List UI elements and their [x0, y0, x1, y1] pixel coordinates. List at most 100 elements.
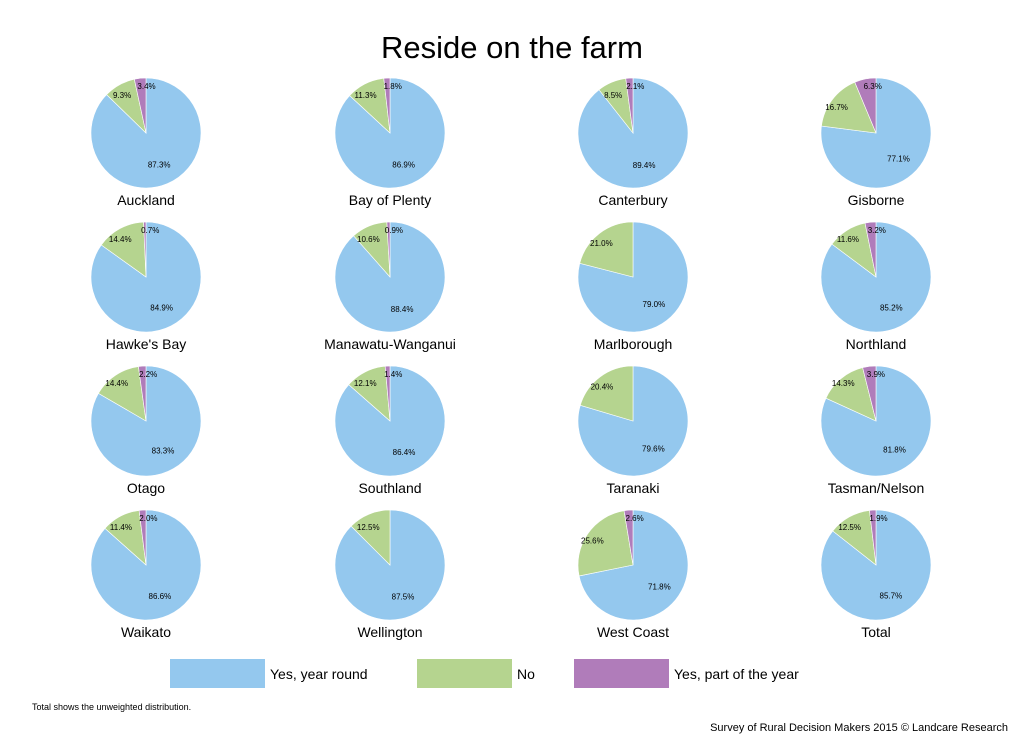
pie-name-wellington: Wellington — [357, 624, 422, 640]
pie-data-label-otago-yes-part-of-the-year: 2.2% — [139, 370, 157, 379]
pie-waikato: 86.6% 11.4% 2.0% Waikato — [90, 509, 202, 640]
pie-slice-wellington-no — [350, 509, 391, 566]
pie-slice-auckland-yes-part-of-the-year — [133, 77, 147, 134]
footnote: Total shows the unweighted distribution. — [32, 702, 192, 712]
pie-data-label-marlborough-no: 21.0% — [590, 239, 613, 248]
pie-data-label-manawatu-wanganui-no: 10.6% — [357, 235, 380, 244]
source-credit: Survey of Rural Decision Makers 2015 © L… — [710, 722, 1008, 734]
pie-name-southland: Southland — [358, 480, 421, 496]
pie-data-label-manawatu-wanganui-yes-part-of-the-year: 0.9% — [385, 226, 403, 235]
pie-slice-west-coast-yes-year-round — [578, 509, 689, 621]
pie-bay-of-plenty: 86.9% 11.3% 1.8% Bay of Plenty — [334, 77, 446, 208]
pie-slice-west-coast-yes-part-of-the-year — [623, 509, 634, 566]
pie-data-label-northland-yes-year-round: 85.2% — [880, 304, 903, 313]
pie-data-label-northland-yes-part-of-the-year: 3.2% — [868, 226, 886, 235]
pie-marlborough: 79.0% 21.0% Marlborough — [577, 221, 689, 352]
pie-data-label-auckland-yes-year-round: 87.3% — [148, 160, 171, 169]
pie-auckland: 87.3% 9.3% 3.4% Auckland — [90, 77, 202, 208]
pie-name-waikato: Waikato — [121, 624, 171, 640]
pie-slice-otago-no — [98, 366, 147, 422]
pie-name-total: Total — [861, 624, 891, 640]
pie-data-label-bay-of-plenty-no: 11.3% — [355, 91, 377, 100]
pie-wellington: 87.5% 12.5% Wellington — [334, 509, 446, 640]
pie-name-bay-of-plenty: Bay of Plenty — [349, 192, 432, 208]
pie-canterbury: 89.4% 8.5% 2.1% Canterbury — [577, 77, 689, 208]
pie-gisborne: 77.1% 16.7% 6.3% Gisborne — [820, 77, 932, 208]
pie-slice-marlborough-no — [579, 221, 634, 278]
pie-data-label-total-no: 12.5% — [838, 523, 861, 532]
legend-label-no: No — [517, 666, 535, 682]
pie-data-label-west-coast-no: 25.6% — [581, 537, 604, 546]
pie-data-label-hawke-s-bay-yes-year-round: 84.9% — [150, 303, 173, 312]
pie-data-label-tasman-nelson-yes-part-of-the-year: 3.9% — [867, 370, 885, 379]
pie-slice-canterbury-yes-part-of-the-year — [625, 77, 634, 134]
pie-data-label-canterbury-yes-year-round: 89.4% — [633, 161, 656, 170]
pie-manawatu-wanganui: 88.4% 10.6% 0.9% Manawatu-Wanganui — [324, 221, 456, 352]
pie-data-label-hawke-s-bay-yes-part-of-the-year: 0.7% — [141, 226, 159, 235]
pie-data-label-otago-no: 14.4% — [105, 379, 128, 388]
pie-slice-hawke-s-bay-yes-part-of-the-year — [143, 221, 147, 278]
pie-data-label-hawke-s-bay-no: 14.4% — [109, 235, 132, 244]
pie-data-label-total-yes-year-round: 85.7% — [880, 592, 903, 601]
pie-name-canterbury: Canterbury — [598, 192, 667, 208]
legend-label-yes-part-of-the-year: Yes, part of the year — [674, 666, 799, 682]
legend-label-yes-year-round: Yes, year round — [270, 666, 368, 682]
pie-data-label-canterbury-no: 8.5% — [604, 91, 622, 100]
pie-slice-gisborne-no — [821, 81, 877, 134]
legend-swatch-no — [417, 659, 512, 688]
pie-slice-gisborne-yes-part-of-the-year — [854, 77, 877, 134]
pie-data-label-total-yes-part-of-the-year: 1.9% — [869, 514, 887, 523]
pie-southland: 86.4% 12.1% 1.4% Southland — [334, 365, 446, 496]
pie-tasman-nelson: 81.8% 14.3% 3.9% Tasman/Nelson — [820, 365, 932, 496]
pie-data-label-wellington-no: 12.5% — [357, 523, 380, 532]
pie-name-west-coast: West Coast — [597, 624, 669, 640]
pie-hawke-s-bay: 84.9% 14.4% 0.7% Hawke's Bay — [90, 221, 202, 352]
pie-data-label-gisborne-yes-year-round: 77.1% — [887, 155, 910, 164]
pie-data-label-southland-no: 12.1% — [354, 379, 377, 388]
pie-data-label-auckland-yes-part-of-the-year: 3.4% — [137, 82, 155, 91]
pie-slice-bay-of-plenty-yes-part-of-the-year — [383, 77, 391, 134]
pie-name-marlborough: Marlborough — [594, 336, 673, 352]
pie-data-label-bay-of-plenty-yes-part-of-the-year: 1.8% — [384, 82, 402, 91]
pie-data-label-waikato-yes-part-of-the-year: 2.0% — [139, 514, 157, 523]
pie-slice-hawke-s-bay-no — [100, 221, 147, 278]
pie-slice-total-yes-part-of-the-year — [869, 509, 877, 566]
pie-slice-west-coast-no — [577, 510, 634, 577]
pie-data-label-canterbury-yes-part-of-the-year: 2.1% — [626, 82, 644, 91]
pie-data-label-taranaki-no: 20.4% — [591, 383, 614, 392]
pie-data-label-bay-of-plenty-yes-year-round: 86.9% — [392, 160, 415, 169]
pie-slice-northland-yes-part-of-the-year — [864, 221, 877, 278]
pie-data-label-west-coast-yes-year-round: 71.8% — [648, 583, 671, 592]
pie-data-label-gisborne-no: 16.7% — [825, 103, 848, 112]
chart-title: Reside on the farm — [381, 30, 643, 65]
pie-data-label-waikato-no: 11.4% — [110, 523, 132, 532]
pie-data-label-gisborne-yes-part-of-the-year: 6.3% — [864, 82, 882, 91]
pie-northland: 85.2% 11.6% 3.2% Northland — [820, 221, 932, 352]
pie-slice-tasman-nelson-yes-part-of-the-year — [862, 365, 877, 422]
pie-data-label-west-coast-yes-part-of-the-year: 2.6% — [626, 514, 644, 523]
pie-name-gisborne: Gisborne — [848, 192, 905, 208]
pie-name-hawke-s-bay: Hawke's Bay — [106, 336, 186, 352]
pie-total: 85.7% 12.5% 1.9% Total — [820, 509, 932, 640]
pie-slice-southland-yes-part-of-the-year — [384, 365, 391, 422]
pie-slice-manawatu-wanganui-yes-part-of-the-year — [386, 221, 391, 278]
pie-data-label-northland-no: 11.6% — [837, 235, 859, 244]
pie-name-auckland: Auckland — [117, 192, 175, 208]
pie-data-label-southland-yes-year-round: 86.4% — [393, 448, 416, 457]
pie-data-label-tasman-nelson-no: 14.3% — [832, 379, 855, 388]
pie-name-northland: Northland — [846, 336, 907, 352]
pie-name-tasman-nelson: Tasman/Nelson — [828, 480, 925, 496]
pie-otago: 83.3% 14.4% 2.2% Otago — [90, 365, 202, 496]
pie-data-label-manawatu-wanganui-yes-year-round: 88.4% — [391, 305, 414, 314]
pie-name-manawatu-wanganui: Manawatu-Wanganui — [324, 336, 456, 352]
pie-slice-taranaki-no — [579, 365, 634, 422]
legend: Yes, year round No Yes, part of the year — [170, 659, 799, 688]
pie-slice-gisborne-yes-year-round — [820, 77, 932, 189]
legend-swatch-yes-year-round — [170, 659, 265, 688]
pie-data-label-waikato-yes-year-round: 86.6% — [149, 592, 172, 601]
pie-data-label-southland-yes-part-of-the-year: 1.4% — [384, 370, 402, 379]
pie-data-label-wellington-yes-year-round: 87.5% — [392, 593, 415, 602]
pie-data-label-taranaki-yes-year-round: 79.6% — [642, 444, 665, 453]
pie-slice-waikato-yes-part-of-the-year — [138, 509, 147, 566]
